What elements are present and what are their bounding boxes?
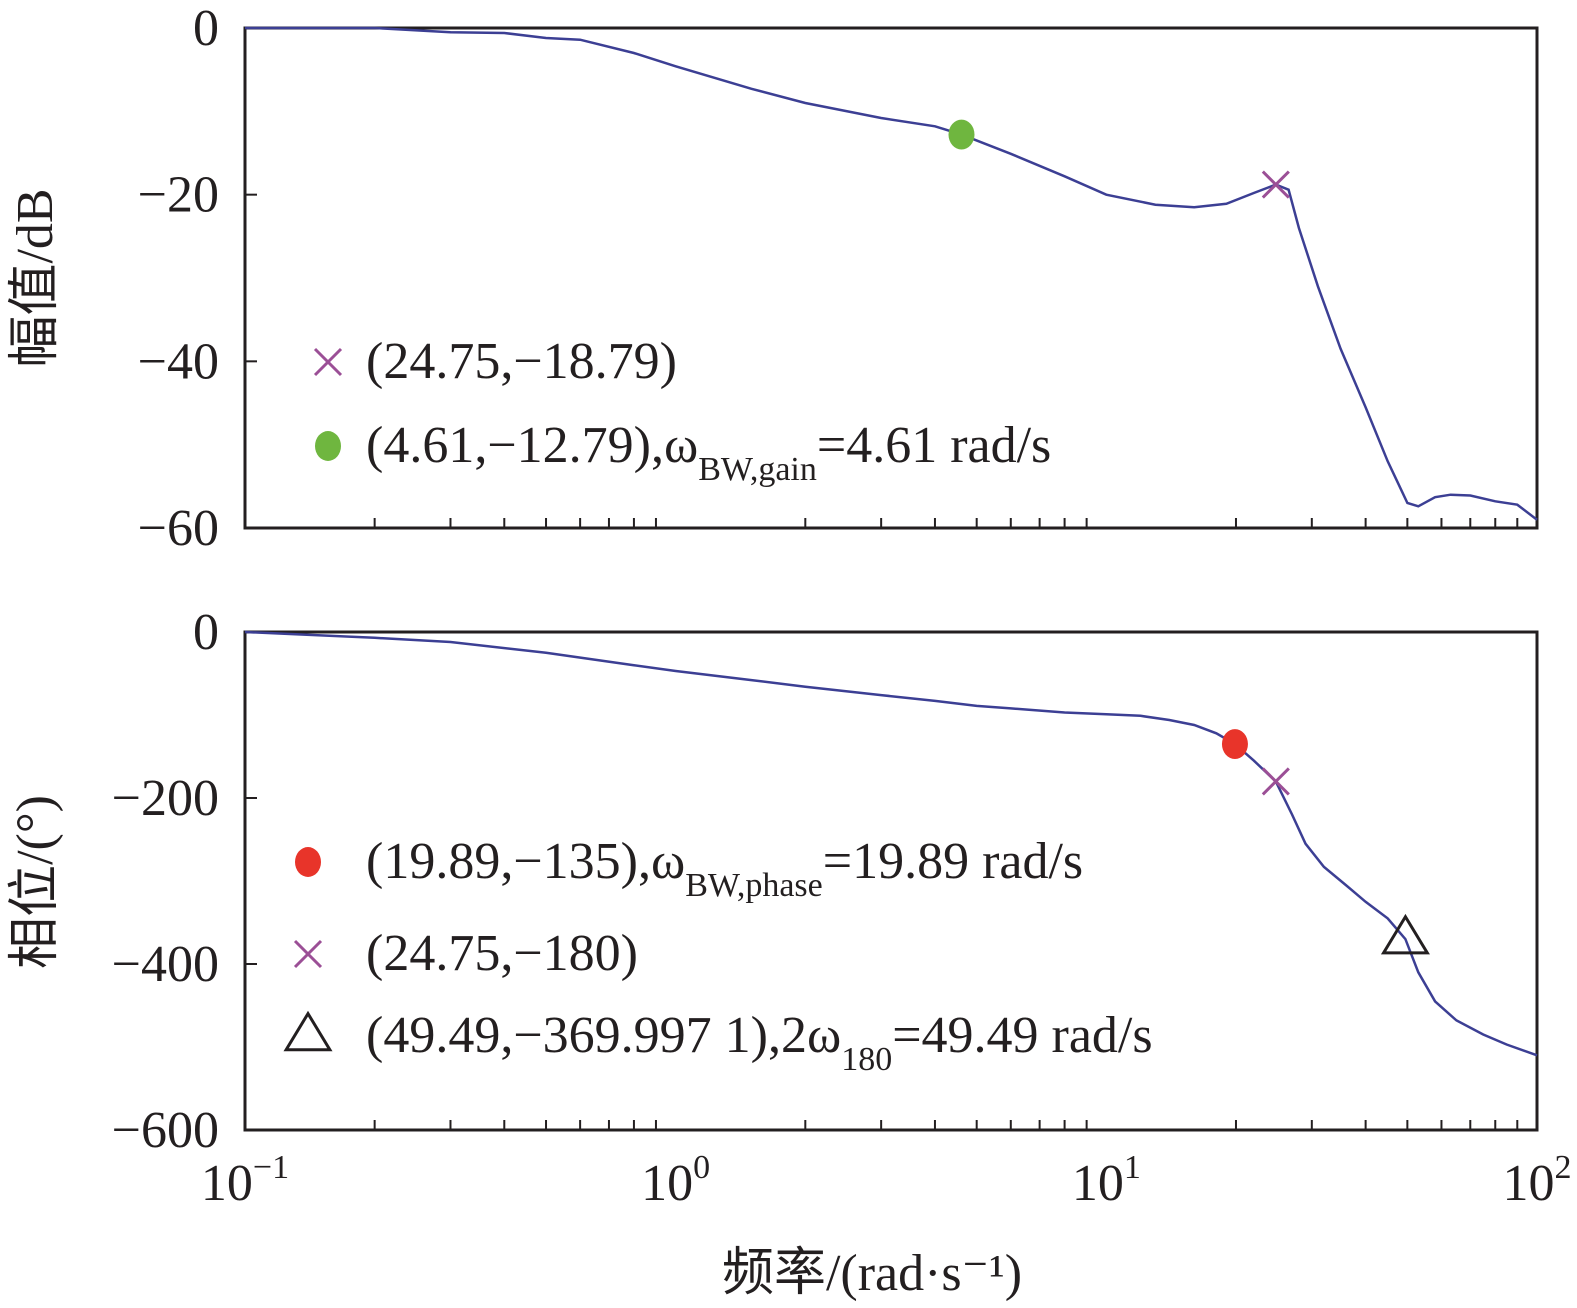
magnitude-panel: 0 −20 −40 −60 (24.75,−18.79) (4.61,−12.79),ωB… xyxy=(138,0,1539,557)
legend-entry: (24.75,−180) xyxy=(366,925,638,982)
legend-entry: (19.89,−135),ωBW,phase=19.89 rad/s xyxy=(366,833,1083,904)
magnitude-series-line xyxy=(245,26,1538,521)
plot-frame xyxy=(243,630,1539,1132)
magnitude-y-axis-label: 幅值/dB xyxy=(7,188,64,367)
y-tick-label: −600 xyxy=(112,1102,219,1159)
legend-symbol-triangle xyxy=(283,1010,333,1052)
marker-triangle xyxy=(1380,913,1430,955)
phase-series-line xyxy=(244,630,1538,1057)
plot-frame xyxy=(243,26,1539,530)
y-tick-label: −60 xyxy=(138,500,219,557)
x-tick-label: 100 xyxy=(641,1149,710,1212)
marker-circle xyxy=(948,119,975,150)
y-tick-label: −400 xyxy=(112,936,219,993)
legend-symbol-x xyxy=(313,347,343,377)
marker-x xyxy=(1261,170,1290,199)
legend-entry: (24.75,−18.79) xyxy=(366,333,677,390)
marker-circle xyxy=(1221,729,1248,759)
legend-symbol-x xyxy=(293,939,323,969)
legend-symbol-circle xyxy=(315,431,341,461)
legend-entry: (4.61,−12.79),ωBW,gain=4.61 rad/s xyxy=(366,417,1051,488)
x-tick-label: 101 xyxy=(1072,1149,1141,1212)
y-tick-label: −20 xyxy=(138,167,219,224)
x-tick-label: 10−1 xyxy=(201,1149,289,1212)
x-tick-label: 102 xyxy=(1503,1149,1572,1212)
legend-entry: (49.49,−369.997 1),2ω180=49.49 rad/s xyxy=(366,1007,1153,1078)
y-tick-label: −40 xyxy=(138,333,219,390)
y-tick-label: 0 xyxy=(193,0,219,57)
marker-x xyxy=(1261,767,1290,796)
phase-y-axis-label: 相位/(°) xyxy=(7,795,64,969)
y-tick-label: 0 xyxy=(193,604,219,661)
y-tick-label: −200 xyxy=(112,770,219,827)
legend-symbol-circle xyxy=(295,847,321,877)
x-axis-label: 频率/(rad·s⁻¹) xyxy=(722,1245,1022,1302)
